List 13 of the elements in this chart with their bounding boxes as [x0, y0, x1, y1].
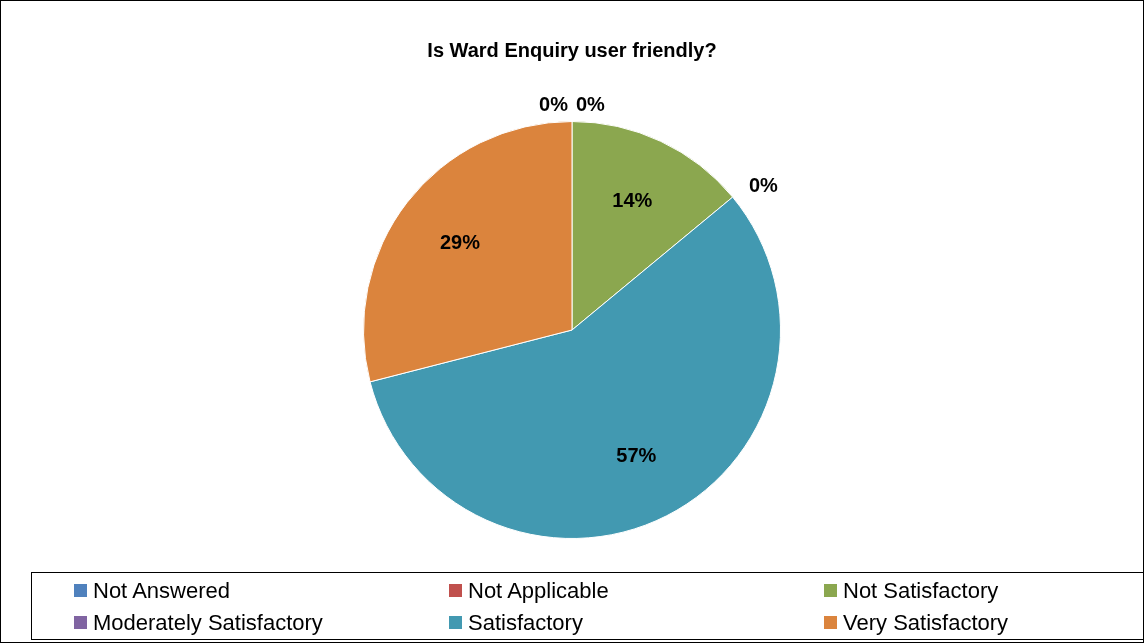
- legend-label: Not Applicable: [468, 577, 609, 604]
- legend-label: Moderately Satisfactory: [93, 609, 323, 636]
- legend-label: Not Satisfactory: [843, 577, 999, 604]
- text: 0%: [539, 93, 568, 116]
- legend-label: Very Satisfactory: [843, 609, 1009, 636]
- text: 0%: [748, 174, 778, 197]
- data-label: 29%: [439, 230, 481, 253]
- chart-title: Is Ward Enquiry user friendly?: [427, 38, 717, 61]
- text: 0%: [576, 93, 605, 116]
- legend-label: Not Answered: [93, 577, 230, 604]
- legend-label: Satisfactory: [468, 609, 583, 636]
- data-label: 14%: [612, 189, 653, 212]
- data-label: 57%: [616, 443, 657, 466]
